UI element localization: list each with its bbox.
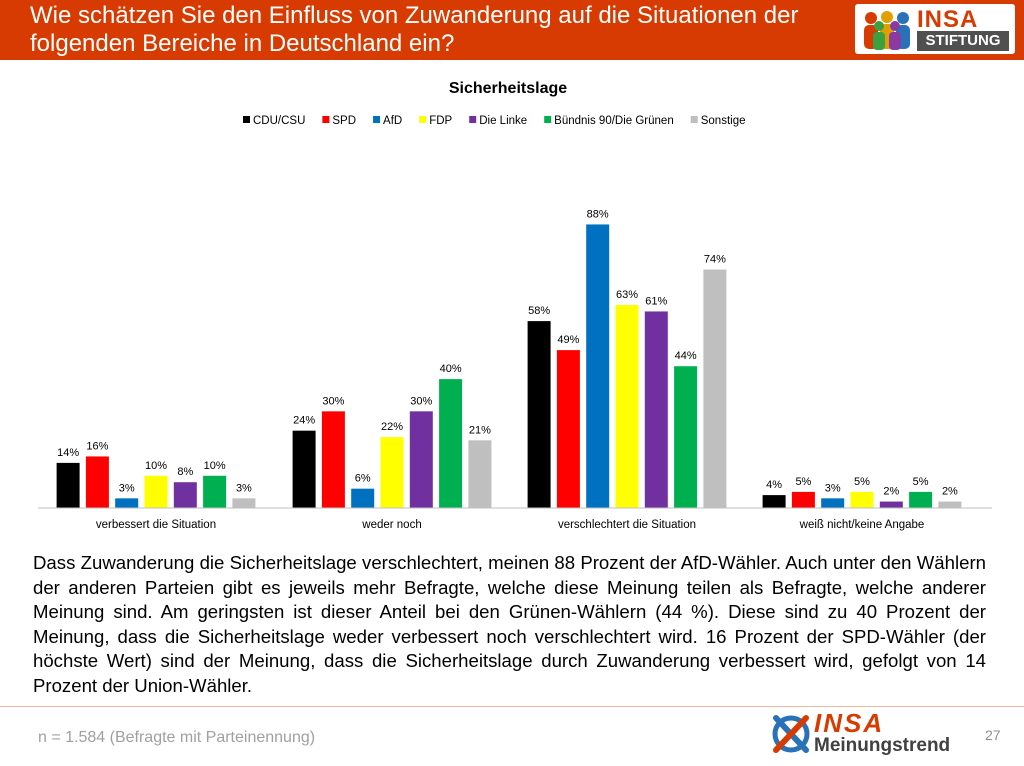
bar-fdp-verbessert-die-situation	[144, 475, 168, 508]
legend-swatch-afd	[373, 116, 381, 123]
data-label-afd-weder-noch: 6%	[355, 473, 371, 485]
legend-swatch-buendnis-90-die-gruenen	[544, 116, 552, 123]
bar-cdu-csu-weiss-nicht-keine-angabe	[762, 495, 786, 508]
data-label-sonstige-verbessert-die-situation: 3%	[236, 482, 252, 494]
data-label-fdp-weiss-nicht-keine-angabe: 5%	[854, 476, 870, 488]
bar-spd-verbessert-die-situation	[85, 456, 109, 508]
bar-fdp-weiss-nicht-keine-angabe	[850, 491, 874, 508]
people-icon	[864, 11, 910, 50]
data-label-afd-weiss-nicht-keine-angabe: 3%	[825, 482, 841, 494]
data-label-fdp-verschlechtert-die-situation: 63%	[616, 289, 638, 301]
page-number: 27	[985, 727, 1001, 743]
legend-label-cdu-csu: CDU/CSU	[253, 115, 305, 127]
bar-spd-weder-noch	[321, 411, 345, 508]
data-label-sonstige-weder-noch: 21%	[469, 424, 491, 436]
data-label-afd-verschlechtert-die-situation: 88%	[587, 208, 609, 220]
x-label-weder-noch: weder noch	[361, 519, 421, 531]
bar-die-linke-verbessert-die-situation	[173, 482, 197, 508]
logo-insa-text: INSA	[814, 708, 885, 738]
data-label-afd-verbessert-die-situation: 3%	[119, 482, 135, 494]
data-label-cdu-csu-weiss-nicht-keine-angabe: 4%	[766, 479, 782, 491]
bar-buendnis-90-die-gruenen-weder-noch	[439, 379, 463, 508]
data-label-cdu-csu-verschlechtert-die-situation: 58%	[528, 305, 550, 317]
bar-chart: Sicherheitslage CDU/CSU SPD AfD FDP Die Link…	[38, 80, 992, 531]
x-check-icon	[772, 715, 810, 753]
logo-meinungstrend-text: Meinungstrend	[814, 735, 951, 756]
bar-die-linke-weder-noch	[409, 411, 433, 508]
bar-sonstige-verbessert-die-situation	[232, 498, 256, 508]
data-label-sonstige-verschlechtert-die-situation: 74%	[704, 254, 726, 266]
x-axis-labels: verbessert die Situation weder noch versch…	[96, 519, 924, 531]
summary-text: Dass Zuwanderung die Sicherheitslage ver…	[33, 552, 986, 696]
bar-die-linke-weiss-nicht-keine-angabe	[879, 501, 903, 508]
data-label-fdp-weder-noch: 22%	[381, 421, 403, 433]
bar-sonstige-weder-noch	[468, 440, 492, 508]
bar-afd-verbessert-die-situation	[115, 498, 139, 508]
bar-cdu-csu-verschlechtert-die-situation	[527, 321, 551, 508]
data-label-die-linke-weiss-nicht-keine-angabe: 2%	[883, 486, 899, 498]
data-label-sonstige-weiss-nicht-keine-angabe: 2%	[942, 486, 958, 498]
x-label-verschlechtert-die-situation: verschlechtert die Situation	[558, 519, 696, 531]
data-label-fdp-verbessert-die-situation: 10%	[145, 460, 167, 472]
data-label-spd-weder-noch: 30%	[322, 395, 344, 407]
chart-legend: CDU/CSU SPD AfD FDP Die Linke Bündnis 90/Die …	[243, 115, 746, 127]
data-label-die-linke-verschlechtert-die-situation: 61%	[645, 295, 667, 307]
logo-insa-text: INSA	[917, 6, 979, 33]
bar-sonstige-verschlechtert-die-situation	[703, 269, 727, 508]
data-label-cdu-csu-weder-noch: 24%	[293, 415, 315, 427]
bar-sonstige-weiss-nicht-keine-angabe	[938, 501, 962, 508]
data-label-spd-verschlechtert-die-situation: 49%	[557, 334, 579, 346]
data-label-buendnis-90-die-gruenen-weder-noch: 40%	[440, 363, 462, 375]
data-label-buendnis-90-die-gruenen-verbessert-die-situation: 10%	[204, 460, 226, 472]
logo-stiftung-text: STIFTUNG	[917, 31, 1009, 51]
footer-divider	[0, 706, 1024, 707]
bar-cdu-csu-verbessert-die-situation	[56, 462, 80, 508]
insa-meinungstrend-logo: INSA Meinungstrend	[770, 708, 970, 758]
bar-afd-weiss-nicht-keine-angabe	[821, 498, 845, 508]
bar-die-linke-verschlechtert-die-situation	[644, 311, 668, 508]
bar-buendnis-90-die-gruenen-weiss-nicht-keine-angabe	[909, 491, 933, 508]
x-label-weiss-nicht-keine-angabe: weiß nicht/keine Angabe	[799, 519, 925, 531]
legend-label-sonstige: Sonstige	[701, 115, 746, 127]
legend-label-buendnis-90-die-gruenen: Bündnis 90/Die Grünen	[554, 115, 674, 127]
legend-label-die-linke: Die Linke	[479, 115, 527, 127]
data-label-die-linke-verbessert-die-situation: 8%	[177, 466, 193, 478]
bar-buendnis-90-die-gruenen-verschlechtert-die-situation	[674, 366, 698, 508]
chart-title: Sicherheitslage	[449, 80, 567, 97]
bar-cdu-csu-weder-noch	[292, 430, 316, 508]
data-label-die-linke-weder-noch: 30%	[410, 395, 432, 407]
legend-swatch-fdp	[419, 116, 427, 123]
legend-label-afd: AfD	[383, 115, 402, 127]
bar-buendnis-90-die-gruenen-verbessert-die-situation	[203, 475, 227, 508]
legend-swatch-die-linke	[469, 116, 477, 123]
x-label-verbessert-die-situation: verbessert die Situation	[96, 519, 216, 531]
data-label-spd-weiss-nicht-keine-angabe: 5%	[795, 476, 811, 488]
header-bar: Wie schätzen Sie den Einfluss von Zuwand…	[0, 0, 1024, 60]
bar-spd-verschlechtert-die-situation	[556, 350, 580, 508]
slide-title: Wie schätzen Sie den Einfluss von Zuwand…	[30, 2, 799, 57]
legend-swatch-cdu-csu	[243, 116, 250, 123]
data-label-buendnis-90-die-gruenen-verschlechtert-die-situation: 44%	[675, 350, 697, 362]
legend-label-spd: SPD	[332, 115, 356, 127]
data-label-cdu-csu-verbessert-die-situation: 14%	[57, 447, 79, 459]
legend-swatch-spd	[322, 116, 330, 123]
chart-bars: 14% 16% 3% 10% 8% 10% 3% 24% 30% 6% 22% 30% 40% 21% 58…	[56, 208, 962, 508]
bar-afd-weder-noch	[351, 488, 375, 508]
bar-spd-weiss-nicht-keine-angabe	[791, 491, 815, 508]
bar-fdp-verschlechtert-die-situation	[615, 305, 639, 508]
data-label-buendnis-90-die-gruenen-weiss-nicht-keine-angabe: 5%	[913, 476, 929, 488]
bar-afd-verschlechtert-die-situation	[586, 224, 610, 508]
insa-stiftung-logo: INSA STIFTUNG	[855, 4, 1015, 54]
legend-label-fdp: FDP	[429, 115, 452, 127]
legend-swatch-sonstige	[690, 116, 698, 123]
sample-size-note: n = 1.584 (Befragte mit Parteinennung)	[38, 729, 316, 746]
bar-fdp-weder-noch	[380, 437, 404, 508]
data-label-spd-verbessert-die-situation: 16%	[86, 440, 108, 452]
